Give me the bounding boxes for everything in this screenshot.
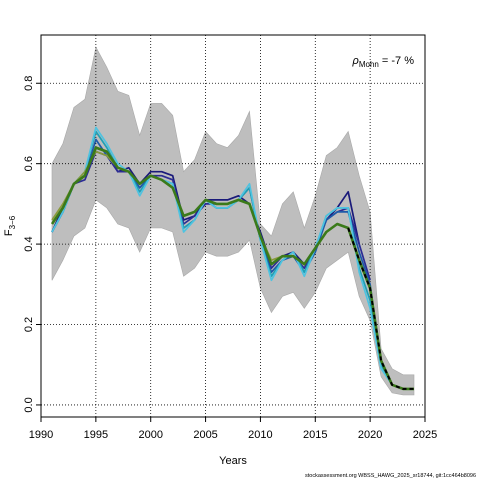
- x-tick-label: 2000: [138, 429, 162, 441]
- rho-subscript: Mohn: [359, 60, 379, 69]
- x-tick-label: 2015: [303, 429, 327, 441]
- x-tick-label: 2020: [358, 429, 382, 441]
- mohn-rho-annotation: ρMohn = -7 %: [352, 55, 415, 69]
- y-tick-label: 0.0: [23, 397, 35, 412]
- y-axis-title-subscript: 3−6: [8, 215, 17, 229]
- y-tick-label: 0.8: [23, 76, 35, 91]
- x-tick-label: 2010: [248, 429, 272, 441]
- x-tick-label: 2005: [193, 429, 217, 441]
- y-tick-label: 0.6: [23, 156, 35, 171]
- plot-frame: [40, 34, 426, 418]
- x-axis-title: Years: [219, 455, 247, 467]
- x-tick-label: 2025: [413, 429, 437, 441]
- rho-symbol: ρ: [352, 55, 359, 67]
- confidence-band: [51, 46, 415, 396]
- rho-value: = -7 %: [379, 55, 414, 67]
- footer-source: stockassessment.org WBSS_HAWG_2025_sr187…: [305, 473, 476, 479]
- y-tick-label: 0.4: [23, 236, 35, 251]
- series-line-main-dashed: [347, 227, 414, 390]
- y-axis-title-main: F: [3, 229, 15, 236]
- y-axis-title: F3−6: [3, 215, 17, 236]
- series-line-peel-5: [51, 126, 404, 390]
- x-tick-label: 1990: [29, 429, 53, 441]
- x-tick-label: 1995: [84, 429, 108, 441]
- y-tick-label: 0.2: [23, 317, 35, 332]
